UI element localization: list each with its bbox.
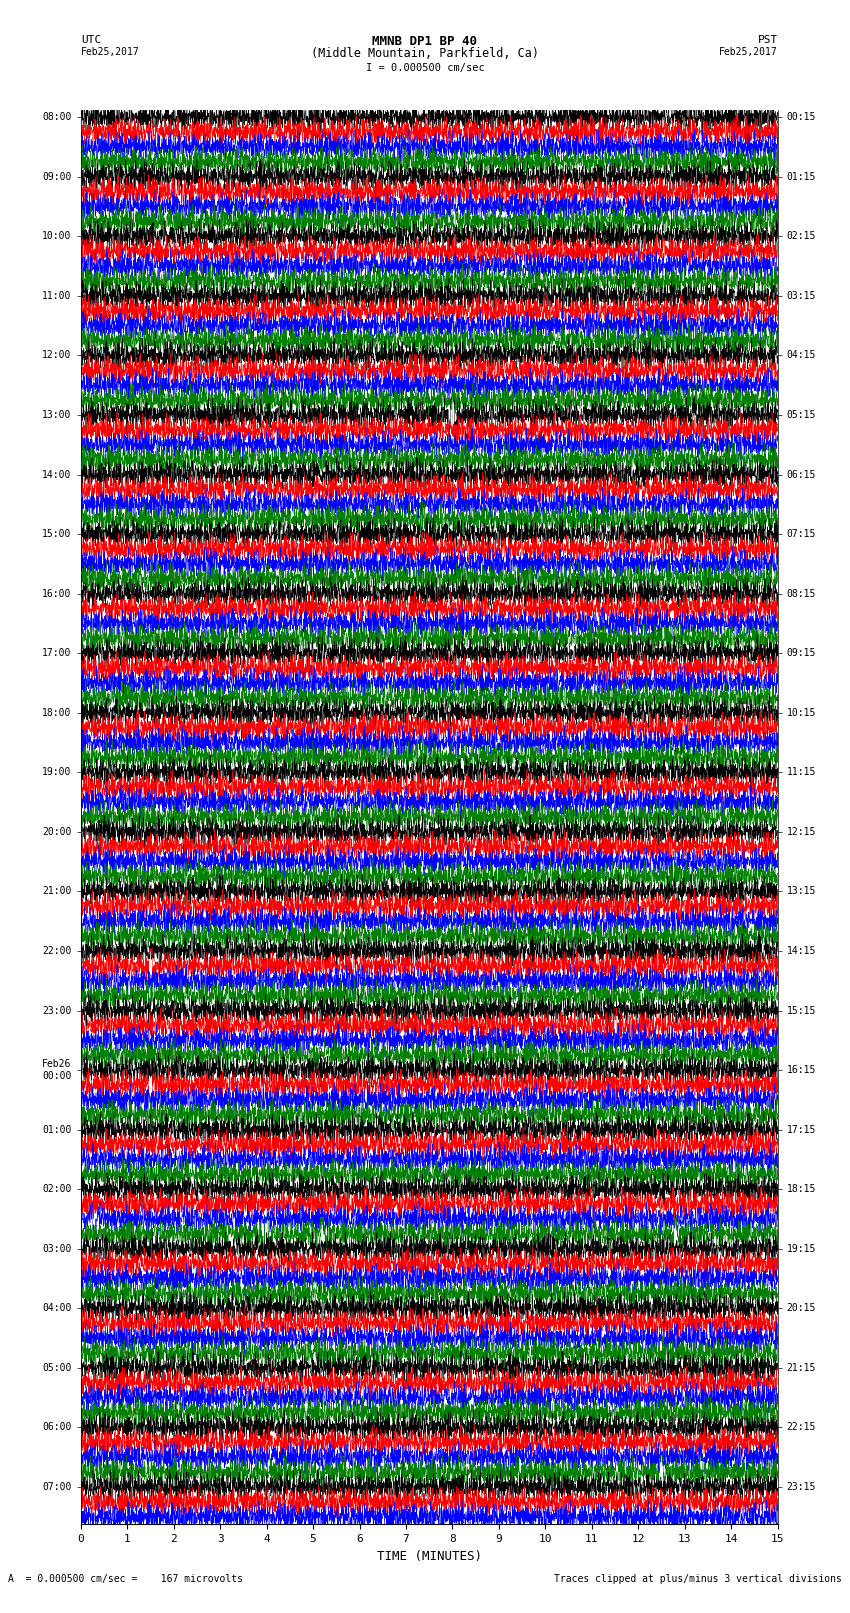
- Text: I = 0.000500 cm/sec: I = 0.000500 cm/sec: [366, 63, 484, 73]
- Text: Traces clipped at plus/minus 3 vertical divisions: Traces clipped at plus/minus 3 vertical …: [553, 1574, 842, 1584]
- Text: A  = 0.000500 cm/sec =    167 microvolts: A = 0.000500 cm/sec = 167 microvolts: [8, 1574, 243, 1584]
- Text: MMNB DP1 BP 40: MMNB DP1 BP 40: [372, 35, 478, 48]
- Text: UTC: UTC: [81, 35, 101, 45]
- Text: Feb25,2017: Feb25,2017: [719, 47, 778, 56]
- Text: Feb25,2017: Feb25,2017: [81, 47, 139, 56]
- Text: (Middle Mountain, Parkfield, Ca): (Middle Mountain, Parkfield, Ca): [311, 47, 539, 60]
- Text: PST: PST: [757, 35, 778, 45]
- X-axis label: TIME (MINUTES): TIME (MINUTES): [377, 1550, 482, 1563]
